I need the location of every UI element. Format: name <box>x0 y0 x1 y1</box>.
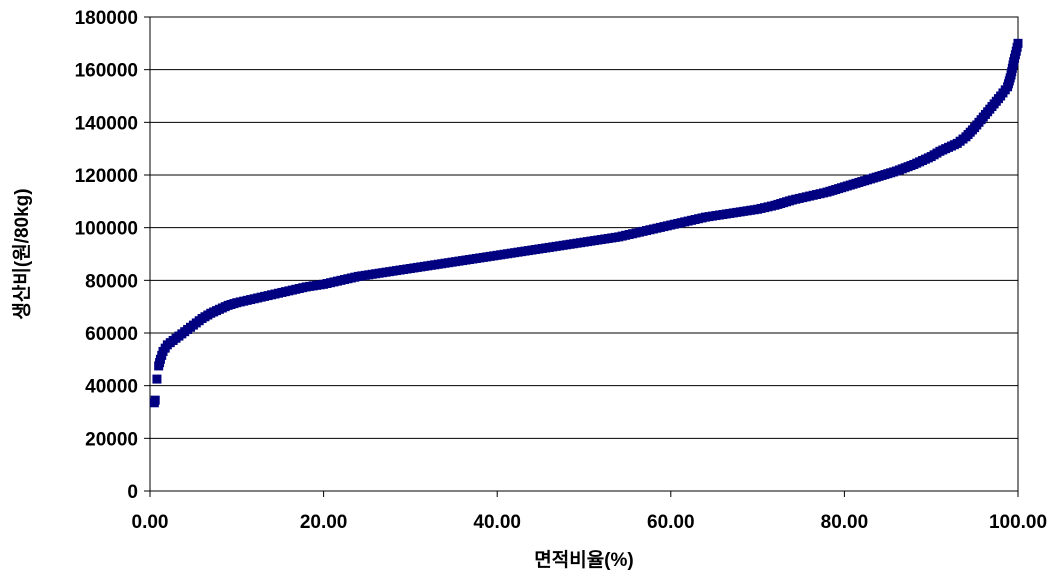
y-tick-label: 80000 <box>85 271 138 292</box>
x-axis-title: 면적비율(%) <box>534 549 633 571</box>
x-tick-label: 100.00 <box>989 512 1047 533</box>
y-tick-label: 0 <box>127 482 138 503</box>
data-points <box>149 38 1023 408</box>
axes <box>144 16 1019 497</box>
plot-area-border <box>149 16 1019 492</box>
x-tick-label: 20.00 <box>300 512 348 533</box>
grid-lines <box>150 16 1018 439</box>
y-tick-label: 140000 <box>75 113 138 134</box>
data-point <box>1013 38 1023 48</box>
x-tick-label: 0.00 <box>132 512 169 533</box>
y-tick-label: 60000 <box>85 324 138 345</box>
x-tick-label: 60.00 <box>647 512 695 533</box>
y-axis-title: 생산비(원/80kg) <box>11 188 33 319</box>
y-tick-label: 100000 <box>75 219 138 240</box>
y-tick-label: 120000 <box>75 166 138 187</box>
y-tick-label: 180000 <box>75 8 138 29</box>
y-tick-labels: 0 20000 40000 60000 80000 100000 120000 140000 1… <box>75 8 138 503</box>
y-tick-label: 160000 <box>75 61 138 82</box>
x-tick-label: 40.00 <box>473 512 521 533</box>
data-point <box>152 374 162 384</box>
y-tick-label: 20000 <box>85 429 138 450</box>
y-tick-label: 40000 <box>85 377 138 398</box>
x-tick-labels: 0.00 20.00 40.00 60.00 80.00 100.00 <box>132 512 1048 533</box>
x-tick-label: 80.00 <box>821 512 869 533</box>
data-point <box>150 395 160 405</box>
